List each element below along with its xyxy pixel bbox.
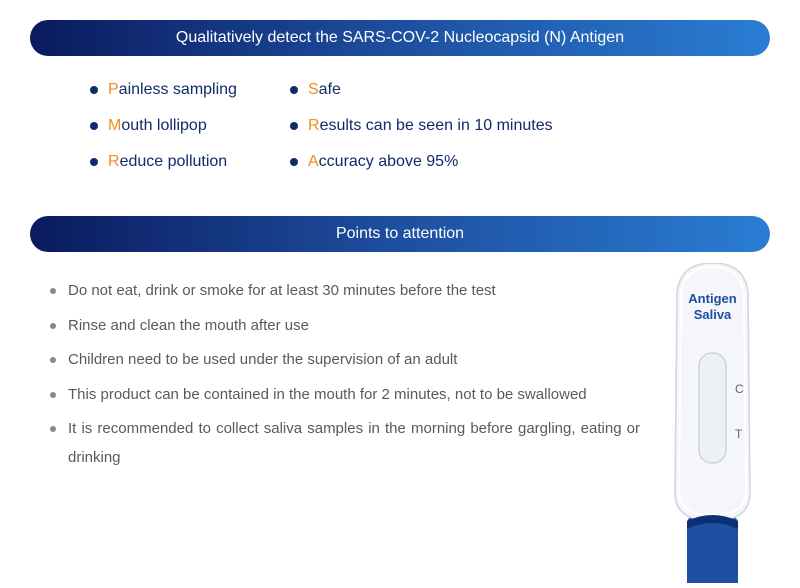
feature-first-letter: P	[108, 81, 119, 98]
bullet-icon	[50, 288, 56, 294]
device-mark-c: C	[735, 382, 744, 396]
feature-first-letter: A	[308, 153, 319, 170]
feature-item: Painless sampling	[90, 81, 290, 99]
bullet-icon	[50, 392, 56, 398]
attention-item: Children need to be used under the super…	[50, 346, 640, 375]
attention-text: This product can be contained in the mou…	[68, 381, 587, 410]
banner-detect: Qualitatively detect the SARS-COV-2 Nucl…	[30, 20, 770, 56]
bullet-icon	[90, 122, 98, 130]
attention-item: Rinse and clean the mouth after use	[50, 312, 640, 341]
test-device-illustration: Antigen Saliva C T	[665, 263, 760, 583]
device-mark-t: T	[735, 427, 743, 441]
feature-rest: ccuracy above 95%	[319, 153, 459, 170]
feature-first-letter: M	[108, 117, 121, 134]
attention-text: Do not eat, drink or smoke for at least …	[68, 277, 496, 306]
bullet-icon	[50, 426, 56, 432]
feature-item: Reduce pollution	[90, 153, 290, 171]
feature-first-letter: S	[308, 81, 319, 98]
attention-item: Do not eat, drink or smoke for at least …	[50, 277, 640, 306]
feature-item: Mouth lollipop	[90, 117, 290, 135]
features-left-col: Painless sampling Mouth lollipop Reduce …	[90, 81, 290, 171]
feature-item: Safe	[290, 81, 690, 99]
bullet-icon	[90, 86, 98, 94]
features-section: Painless sampling Mouth lollipop Reduce …	[0, 56, 800, 196]
feature-item: Results can be seen in 10 minutes	[290, 117, 690, 135]
feature-rest: esults can be seen in 10 minutes	[320, 117, 553, 134]
bullet-icon	[290, 158, 298, 166]
bullet-icon	[50, 357, 56, 363]
feature-rest: afe	[319, 81, 341, 98]
features-right-col: Safe Results can be seen in 10 minutes A…	[290, 81, 690, 171]
bullet-icon	[290, 122, 298, 130]
device-label-line1: Antigen	[688, 291, 736, 306]
attention-text: Rinse and clean the mouth after use	[68, 312, 309, 341]
feature-first-letter: R	[108, 153, 120, 170]
attention-item: This product can be contained in the mou…	[50, 381, 640, 410]
banner-attention: Points to attention	[30, 216, 770, 252]
attention-text: Children need to be used under the super…	[68, 346, 457, 375]
bullet-icon	[290, 86, 298, 94]
feature-rest: outh lollipop	[121, 117, 206, 134]
bullet-icon	[90, 158, 98, 166]
device-label-line2: Saliva	[694, 307, 732, 322]
attention-item: It is recommended to collect saliva samp…	[50, 415, 640, 472]
feature-first-letter: R	[308, 117, 320, 134]
feature-item: Accuracy above 95%	[290, 153, 690, 171]
bullet-icon	[50, 323, 56, 329]
feature-rest: educe pollution	[120, 153, 228, 170]
feature-rest: ainless sampling	[119, 81, 237, 98]
attention-text: It is recommended to collect saliva samp…	[68, 415, 640, 472]
